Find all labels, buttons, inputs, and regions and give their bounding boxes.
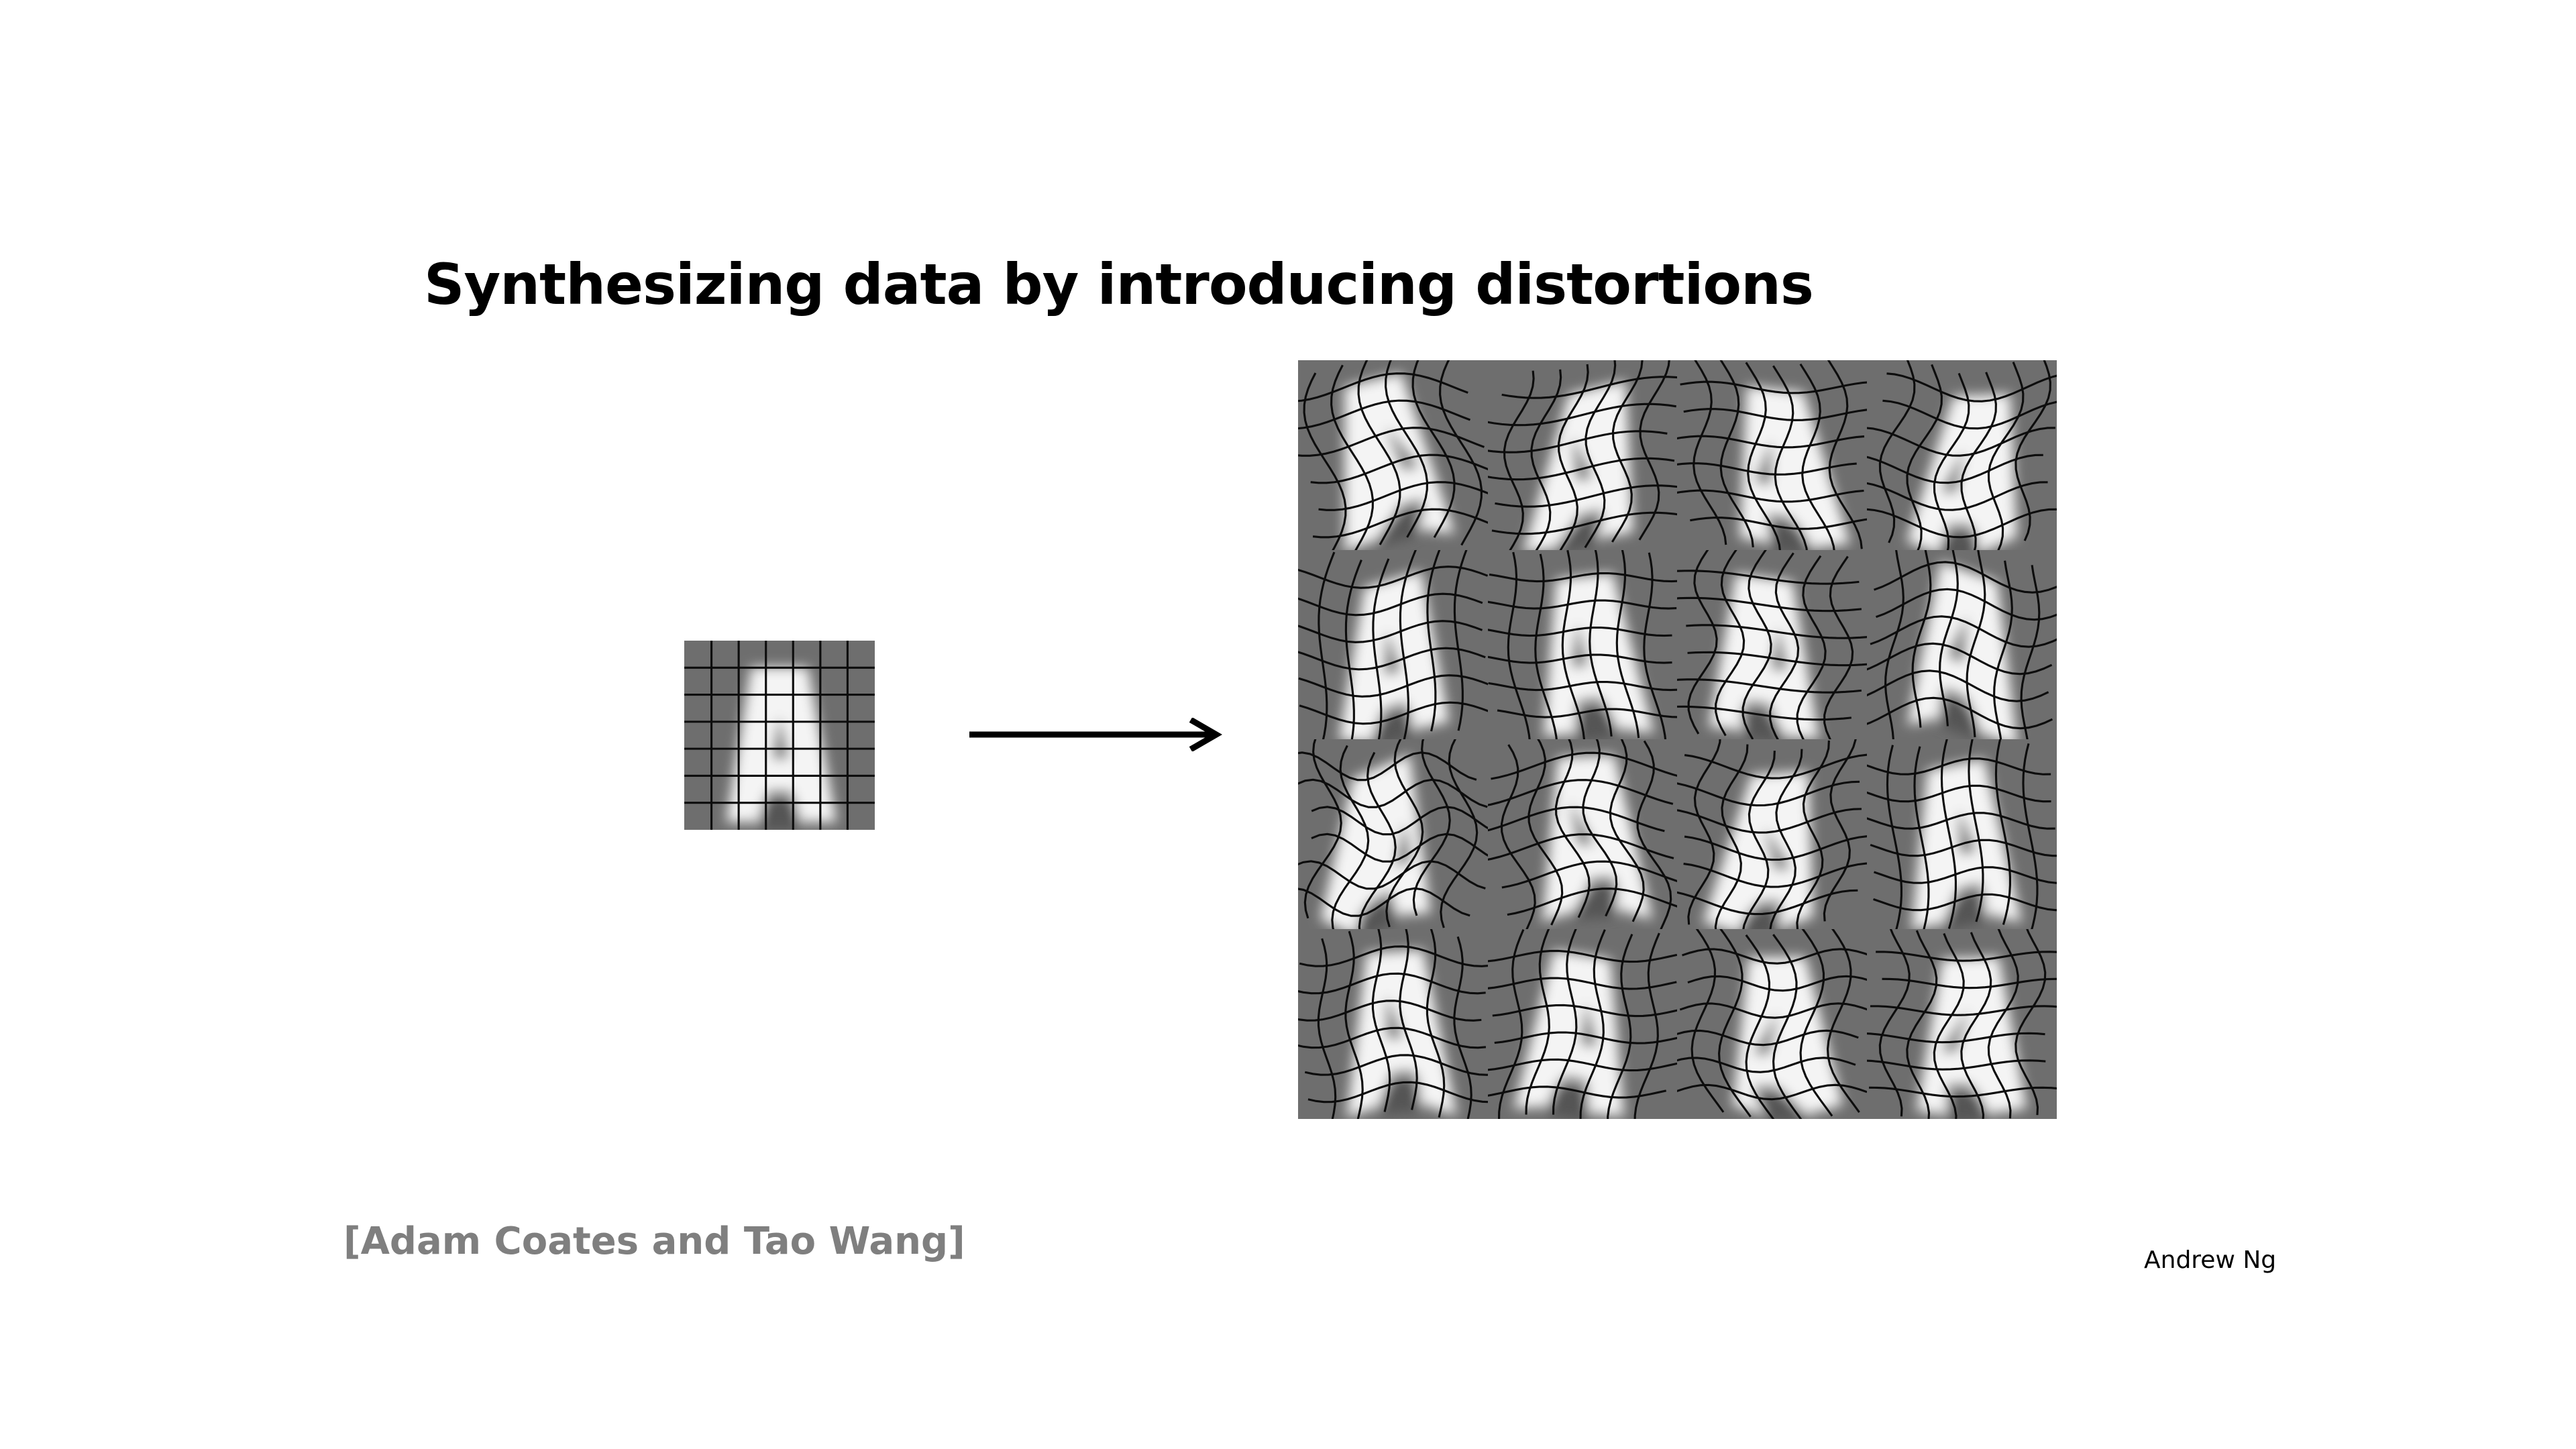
distorted-letter-image: [1866, 360, 2057, 551]
distorted-letter-image: [1866, 549, 2057, 740]
distorted-letter-image: [1677, 739, 1868, 930]
distorted-images-grid: [1298, 360, 2057, 1119]
distorted-letter-image: [1866, 739, 2057, 930]
distorted-letter-image: [1487, 928, 1678, 1119]
distorted-letter-image: [1298, 739, 1489, 930]
author-name: Andrew Ng: [2144, 1246, 2277, 1274]
distorted-letter-image: [1298, 928, 1489, 1119]
distorted-letter-image: [1298, 549, 1489, 740]
distorted-letter-image: [1677, 360, 1868, 551]
distorted-letter-image: [1298, 360, 1489, 551]
distorted-letter-image: [1487, 549, 1678, 740]
slide-title: Synthesizing data by introducing distort…: [424, 252, 1814, 317]
distorted-letter-image: [1487, 739, 1678, 930]
distorted-letter-image: [1866, 928, 2057, 1119]
distorted-letter-image: [1487, 360, 1678, 551]
original-letter-image: [684, 641, 875, 830]
distorted-letter-image: [1677, 549, 1868, 740]
right-arrow-icon: [969, 718, 1222, 751]
citation: [Adam Coates and Tao Wang]: [343, 1220, 965, 1263]
distorted-letter-image: [1677, 928, 1868, 1119]
